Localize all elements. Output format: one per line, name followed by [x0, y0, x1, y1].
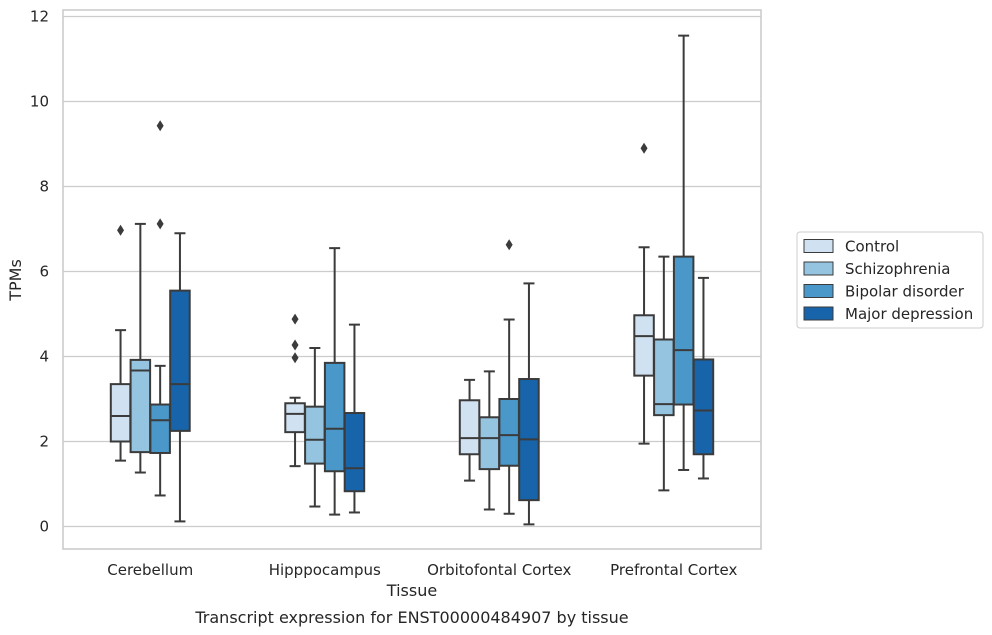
legend-label: Major depression: [845, 305, 973, 323]
y-tick-label: 8: [39, 178, 49, 196]
y-tick-label: 2: [39, 433, 49, 451]
box-bipolar-disorder: [672, 34, 695, 471]
boxes: [109, 34, 715, 526]
outlier-point: [291, 339, 299, 351]
box-bipolar-disorder: [498, 239, 520, 515]
outlier-point: [291, 313, 299, 325]
legend-swatch: [803, 261, 834, 276]
box-control: [284, 313, 306, 468]
box-major-depression: [518, 282, 540, 526]
box-major-depression: [692, 276, 715, 480]
box-schizophrenia: [129, 222, 152, 474]
chart-caption: Transcript expression for ENST0000048490…: [194, 608, 628, 627]
x-tick-labels: Cerebellum Hipppocampus Orbitofontal Corte…: [107, 561, 737, 579]
y-tick-labels: 0 2 4 6 8 10 12: [30, 8, 49, 536]
y-tick-label: 0: [39, 518, 49, 536]
box-iqr: [284, 402, 306, 434]
box-iqr: [458, 399, 481, 456]
box-iqr: [169, 289, 191, 432]
y-tick-label: 6: [39, 263, 49, 281]
box-iqr: [323, 361, 346, 473]
box-major-depression: [343, 323, 366, 514]
box-bipolar-disorder: [323, 247, 346, 516]
x-tick-label: Prefrontal Cortex: [610, 561, 737, 579]
box-schizophrenia: [304, 347, 326, 508]
box-iqr: [478, 416, 501, 471]
box-iqr: [672, 255, 695, 406]
legend-frame: [796, 231, 984, 329]
x-tick-label: Orbitofontal Cortex: [427, 561, 571, 579]
y-tick-label: 4: [39, 348, 49, 366]
box-iqr: [129, 358, 152, 454]
box-schizophrenia: [653, 255, 675, 492]
legend: Control Schizophrenia Bipolar disorder Majo…: [796, 231, 984, 329]
box-control: [633, 142, 655, 445]
outlier-point: [291, 352, 299, 364]
box-control: [458, 378, 481, 482]
outlier-point: [505, 239, 513, 251]
legend-swatch: [803, 239, 834, 253]
x-tick-label: Hipppocampus: [269, 561, 381, 579]
y-tick-label: 10: [30, 93, 49, 111]
legend-label: Schizophrenia: [845, 260, 950, 278]
outlier-point: [117, 224, 125, 236]
box-iqr: [149, 403, 171, 454]
outlier-point: [640, 142, 648, 154]
legend-label: Bipolar disorder: [845, 283, 965, 301]
y-tick-label: 12: [30, 8, 49, 26]
x-tick-label: Cerebellum: [107, 561, 193, 579]
box-iqr: [692, 358, 715, 456]
box-schizophrenia: [478, 370, 501, 511]
outlier-point: [156, 120, 164, 132]
legend-label: Control: [845, 238, 899, 256]
plot-frame: [62, 9, 762, 550]
box-iqr: [109, 383, 132, 443]
box-bipolar-disorder: [149, 120, 171, 497]
legend-swatch: [803, 306, 834, 321]
box-iqr: [633, 314, 655, 377]
box-control: [109, 224, 132, 462]
x-axis-label: Tissue: [386, 581, 437, 600]
y-axis-label: TPMs: [6, 259, 25, 302]
legend-swatch: [803, 284, 834, 298]
outlier-point: [156, 218, 164, 230]
box-major-depression: [169, 232, 191, 523]
box-iqr: [304, 405, 326, 465]
box-iqr: [343, 412, 366, 493]
box-iqr: [498, 398, 520, 467]
